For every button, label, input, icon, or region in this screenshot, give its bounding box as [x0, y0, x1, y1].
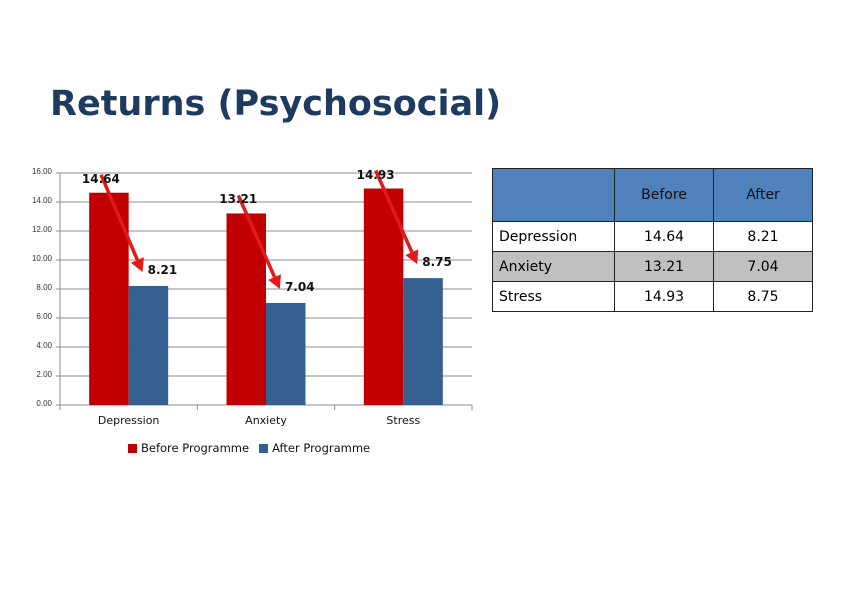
row-after: 8.75 — [713, 281, 813, 312]
legend-item-before: Before Programme — [128, 441, 249, 455]
data-table: Before After Depression 14.64 8.21 Anxie… — [492, 168, 813, 312]
value-label: 13.21 — [219, 192, 258, 207]
table-header-after: After — [713, 168, 813, 222]
legend-label-after: After Programme — [272, 441, 371, 455]
arrow-head-icon — [268, 274, 281, 289]
row-after: 8.21 — [713, 221, 813, 252]
page-title: Returns (Psychosocial) — [50, 84, 502, 124]
row-before: 13.21 — [614, 251, 714, 282]
legend-item-after: After Programme — [259, 441, 370, 455]
table-row: Depression 14.64 8.21 — [492, 221, 813, 252]
table-row: Anxiety 13.21 7.04 — [492, 251, 813, 282]
table-header-before: Before — [614, 168, 714, 222]
bar-after — [128, 285, 169, 405]
value-label: 14.93 — [356, 167, 395, 182]
row-label: Depression — [492, 221, 615, 252]
bar-after — [403, 278, 443, 405]
table-row: Stress 14.93 8.75 — [492, 281, 813, 312]
y-tick-label: 14.00 — [31, 196, 52, 205]
y-tick-label: 16.00 — [31, 167, 52, 176]
value-label: 14.64 — [81, 171, 120, 186]
x-axis-label: Stress — [386, 414, 421, 427]
legend-label-before: Before Programme — [141, 441, 250, 455]
value-label: 8.21 — [147, 262, 178, 277]
y-tick-label: 10.00 — [31, 254, 52, 263]
x-axis-label: Anxiety — [245, 414, 287, 427]
y-tick-label: 8.00 — [36, 283, 52, 292]
arrow-head-icon — [130, 257, 144, 272]
y-tick-label: 12.00 — [31, 225, 52, 234]
row-label: Anxiety — [492, 251, 615, 282]
legend-swatch-after — [259, 443, 269, 453]
arrow-icon — [236, 194, 277, 278]
row-after: 7.04 — [713, 251, 813, 282]
arrow-icon — [99, 174, 140, 261]
y-tick-label: 4.00 — [36, 341, 52, 350]
arrow-head-icon — [405, 249, 419, 265]
row-label: Stress — [492, 281, 615, 312]
value-label: 7.04 — [284, 279, 315, 294]
arrow-icon — [374, 169, 414, 253]
y-tick-label: 2.00 — [36, 370, 52, 379]
table-header-row: Before After — [492, 168, 813, 222]
y-tick-label: 6.00 — [36, 312, 52, 321]
bar-after — [266, 302, 306, 405]
table-header-blank — [492, 168, 615, 222]
y-tick-label: 0.00 — [36, 399, 52, 408]
row-before: 14.64 — [614, 221, 714, 252]
x-axis-label: Depression — [97, 414, 160, 427]
legend-swatch-before — [128, 443, 137, 453]
chart-legend: Before Programme After Programme — [128, 441, 376, 455]
bar-before — [363, 188, 404, 405]
value-label: 8.75 — [422, 255, 452, 270]
row-before: 14.93 — [614, 281, 714, 312]
